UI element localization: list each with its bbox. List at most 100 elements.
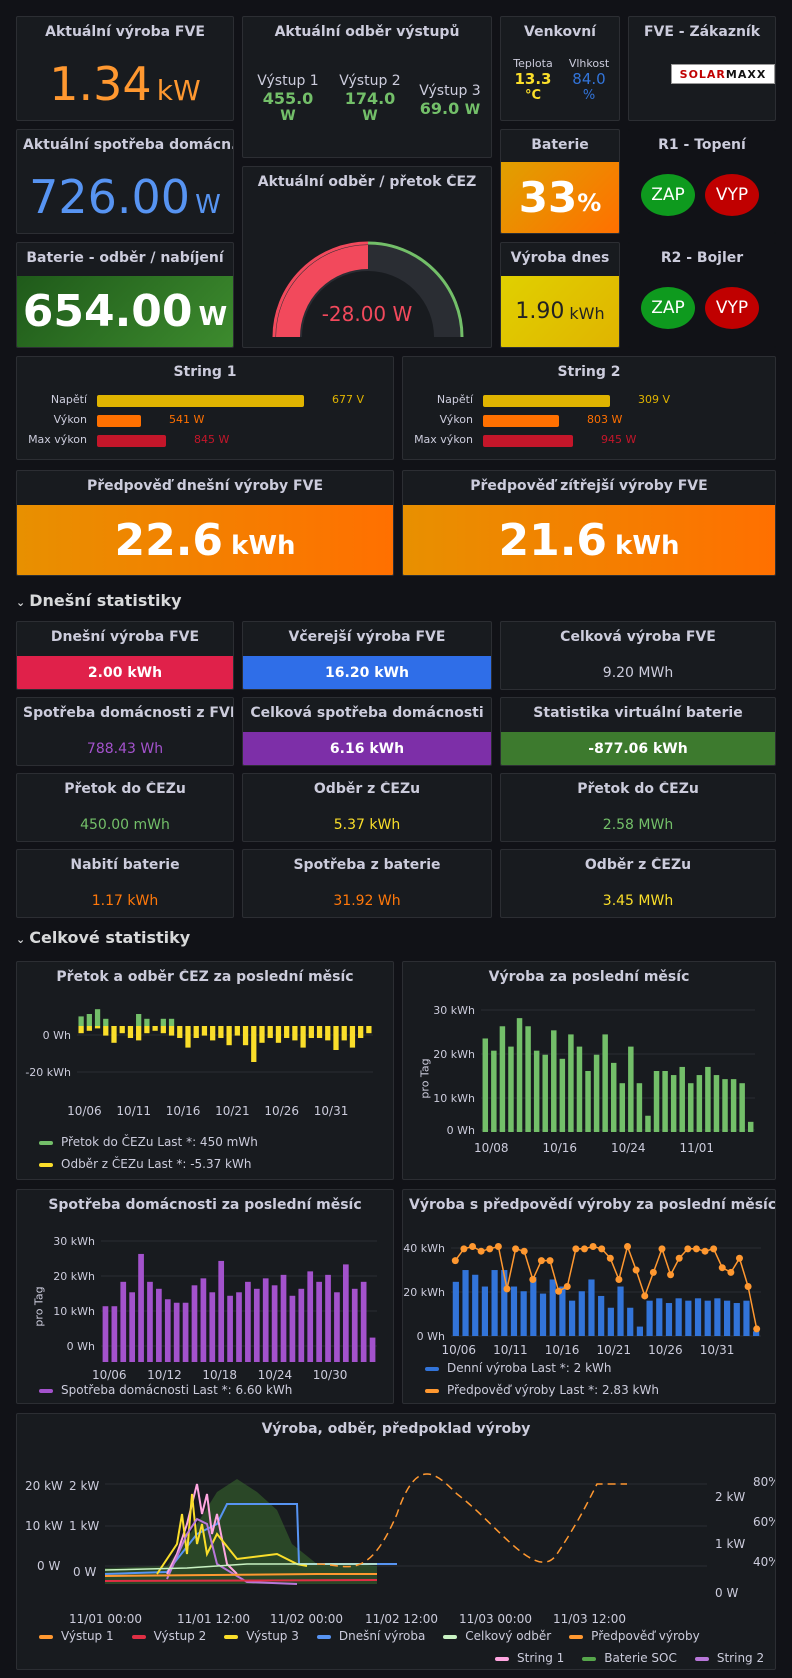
bar <box>78 1016 84 1026</box>
row-header-dnesni-statistiky[interactable]: ⌄ Dnešní statistiky <box>16 591 182 610</box>
gauge-row: Max výkon 845 W <box>17 433 387 449</box>
panel-title: Venkovní <box>524 24 596 40</box>
bar <box>539 1293 547 1336</box>
bar <box>325 1274 331 1362</box>
bar <box>568 1034 574 1132</box>
panel-title: Předpověď zítřejší výroby FVE <box>470 478 708 494</box>
bar <box>685 1300 692 1336</box>
panel-string-1: String 1 Napětí 677 V Výkon 541 W Max výkon 8… <box>16 356 394 460</box>
bat-odber-value: 654.00 <box>22 286 193 337</box>
bar <box>259 1026 265 1043</box>
y-axis-label: pro Tag <box>32 1286 46 1327</box>
legend-item[interactable]: Odběr z ČEZu Last *: -5.37 kWh <box>39 1153 258 1175</box>
legend-item[interactable]: Výstup 2 <box>131 1625 206 1647</box>
panel-title: Baterie <box>531 137 589 153</box>
bar <box>111 1026 117 1043</box>
tick-label: 10/31 <box>314 1104 349 1118</box>
gauge-value: 945 W <box>601 433 637 446</box>
tick-label: 10/24 <box>611 1141 646 1155</box>
legend-item[interactable]: Celkový odběr <box>443 1625 551 1647</box>
tick-label: 10 kWh <box>433 1092 475 1105</box>
legend-item[interactable]: Baterie SOC <box>582 1647 677 1669</box>
bar <box>610 1062 617 1132</box>
gauge-negative-arc <box>276 245 369 338</box>
data-point <box>572 1245 580 1253</box>
bar <box>679 1066 685 1132</box>
teplota-value: 13.3 <box>514 70 552 88</box>
bar <box>164 1299 171 1362</box>
vystup-label: Výstup 1 <box>257 73 319 89</box>
tick-label: 60% <box>753 1515 776 1529</box>
tick-label: 11/02 00:00 <box>270 1612 343 1626</box>
bar <box>743 1300 750 1336</box>
legend-swatch <box>694 1656 709 1661</box>
legend-item[interactable]: Výstup 3 <box>224 1625 299 1647</box>
bar <box>307 1271 314 1362</box>
gauge-threshold-red <box>272 241 369 338</box>
baterie-box: 33 % <box>501 162 619 233</box>
legend-item[interactable]: Dnešní výroba <box>316 1625 425 1647</box>
bar <box>369 1337 376 1362</box>
tick-label: 0 Wh <box>67 1340 95 1353</box>
tick-label: 10/11 <box>116 1104 151 1118</box>
legend-item[interactable]: String 2 <box>694 1647 764 1669</box>
bar <box>173 1302 180 1362</box>
bar <box>598 1295 605 1336</box>
panel-title: Odběr z ČEZu <box>584 857 692 873</box>
bar <box>94 1026 101 1029</box>
data-point <box>658 1245 666 1253</box>
bar <box>242 1026 249 1046</box>
panel-chart-spotreba: Spotřeba domácnosti za poslední měsíc 30… <box>16 1189 394 1404</box>
series-vystup-3 <box>156 1493 308 1575</box>
teplota-label: Teplota <box>513 57 553 70</box>
bar <box>607 1307 614 1336</box>
tick-label: 10/16 <box>166 1104 201 1118</box>
gauge-bar <box>97 435 166 447</box>
data-point <box>632 1266 640 1274</box>
legend-item[interactable]: String 1 <box>495 1647 564 1669</box>
bar <box>636 1326 644 1336</box>
tick-label: 0 Wh <box>417 1330 445 1343</box>
panel-title: R1 - Topení <box>658 137 746 153</box>
panel-title: Spotřeba z baterie <box>293 857 441 873</box>
r2-vyp-button[interactable]: VYP <box>705 287 759 329</box>
r1-zap-button[interactable]: ZAP <box>641 174 695 216</box>
tick-label: 40% <box>753 1555 776 1569</box>
tick-label: 10/21 <box>215 1104 250 1118</box>
bar <box>714 1298 721 1336</box>
bar <box>86 1014 92 1026</box>
predpoved-dnes-box: 22.6 kWh <box>17 505 393 575</box>
stat-panel: Přetok do ČEZu 2.58 MWh <box>500 773 776 842</box>
legend-item[interactable]: Spotřeba domácnosti Last *: 6.60 kWh <box>39 1379 292 1401</box>
legend-item[interactable]: Předpověď výroby <box>569 1625 700 1647</box>
legend-item[interactable]: Předpověď výroby Last *: 2.83 kWh <box>425 1379 659 1401</box>
bar <box>462 1270 469 1336</box>
bar <box>472 1274 479 1336</box>
bar <box>739 1083 745 1132</box>
legend-item[interactable]: Přetok do ČEZu Last *: 450 mWh <box>39 1131 258 1153</box>
bar <box>713 1075 720 1132</box>
r2-zap-button[interactable]: ZAP <box>641 287 695 329</box>
predpoved-dnes-unit: kWh <box>231 531 296 561</box>
spotreba-unit: W <box>195 190 221 220</box>
bar <box>218 1260 225 1362</box>
legend-swatch <box>569 1634 584 1639</box>
legend-item[interactable]: Denní výroba Last *: 2 kWh <box>425 1357 659 1379</box>
gauge-label: Max výkon <box>28 433 87 446</box>
tick-label: -20 kWh <box>25 1066 71 1079</box>
legend-item[interactable]: Výstup 1 <box>39 1625 114 1647</box>
legend-swatch <box>39 1388 53 1393</box>
row-header-celkove-statistiky[interactable]: ⌄ Celkové statistiky <box>16 928 190 947</box>
data-point <box>580 1245 588 1253</box>
data-point <box>555 1287 563 1295</box>
series-vystup-2 <box>104 1579 378 1582</box>
data-point <box>692 1245 700 1253</box>
bar <box>94 1009 101 1026</box>
panel-aktualni-vyroba-fve: Aktuální výroba FVE 1.34 kW <box>16 16 234 121</box>
vyroba-dnes-box: 1.90 kWh <box>501 276 619 347</box>
r1-vyp-button[interactable]: VYP <box>705 174 759 216</box>
bar <box>102 1306 109 1362</box>
data-point <box>667 1271 675 1279</box>
panel-chart-vyroba: Výroba za poslední měsíc 30 kWh 20 kWh 10 … <box>402 961 776 1180</box>
bar <box>129 1292 136 1362</box>
